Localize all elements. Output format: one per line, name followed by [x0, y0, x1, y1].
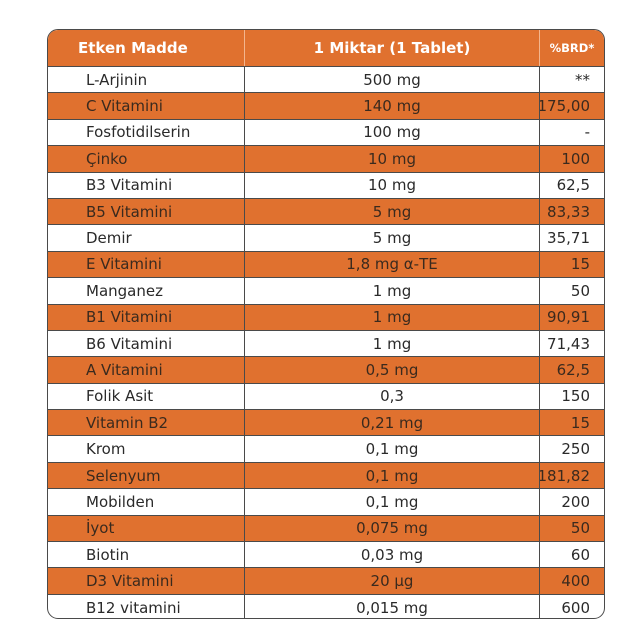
ingredient-cell: Selenyum: [86, 466, 161, 485]
ingredient-cell: Mobilden: [86, 492, 155, 511]
ingredient-cell: Folik Asit: [86, 387, 154, 406]
brd-cell: 400: [539, 568, 604, 594]
table-row: Manganez 1 mg 50: [48, 277, 604, 304]
ingredient-cell: D3 Vitamini: [86, 572, 174, 591]
table-row: Folik Asit 0,3 150: [48, 382, 604, 410]
table-row: B3 Vitamini 10 mg 62,5: [48, 171, 604, 198]
amount-cell: 5 mg: [244, 225, 539, 251]
brd-cell: 100: [539, 146, 604, 172]
table-row: B5 Vitamini 5 mg 83,33: [48, 197, 604, 225]
table-header: Etken Madde 1 Miktar (1 Tablet) %BRD*: [48, 30, 604, 66]
amount-cell: 20 µg: [244, 568, 539, 594]
table-row: B12 vitamini 0,015 mg 600: [48, 593, 604, 618]
header-ingredient: Etken Madde: [78, 39, 188, 57]
brd-cell: 150: [539, 383, 604, 410]
brd-cell: 600: [539, 594, 604, 618]
table-row: C Vitamini 140 mg 175,00: [48, 92, 604, 119]
ingredient-cell: Fosfotidilserin: [86, 123, 191, 142]
brd-cell: 175,00: [539, 93, 604, 119]
ingredient-cell: Vitamin B2: [86, 413, 169, 432]
table-row: Fosfotidilserin 100 mg -: [48, 118, 604, 146]
brd-cell: 50: [539, 515, 604, 542]
brd-cell: **: [539, 67, 604, 93]
table-row: D3 Vitamini 20 µg 400: [48, 567, 604, 594]
header-brd: %BRD*: [539, 30, 604, 66]
amount-cell: 1 mg: [244, 330, 539, 357]
amount-cell: 500 mg: [244, 67, 539, 93]
brd-cell: 15: [539, 410, 604, 436]
amount-cell: 0,015 mg: [244, 594, 539, 618]
amount-cell: 0,03 mg: [244, 542, 539, 568]
table-row: Çinko 10 mg 100: [48, 145, 604, 172]
header-amount: 1 Miktar (1 Tablet): [244, 30, 539, 66]
amount-cell: 0,1 mg: [244, 436, 539, 462]
amount-cell: 100 mg: [244, 119, 539, 146]
ingredient-cell: B3 Vitamini: [86, 176, 173, 195]
brd-cell: 83,33: [539, 198, 604, 225]
brd-cell: 62,5: [539, 357, 604, 383]
brd-cell: 60: [539, 542, 604, 568]
amount-cell: 0,1 mg: [244, 462, 539, 489]
ingredient-cell: İyot: [86, 519, 115, 538]
brd-cell: 35,71: [539, 225, 604, 251]
ingredient-cell: B12 vitamini: [86, 598, 181, 617]
brd-cell: -: [539, 119, 604, 146]
table-row: B6 Vitamini 1 mg 71,43: [48, 329, 604, 357]
brd-cell: 50: [539, 278, 604, 304]
amount-cell: 1,8 mg α-TE: [244, 251, 539, 278]
brd-cell: 15: [539, 251, 604, 278]
table-row: E Vitamini 1,8 mg α-TE 15: [48, 250, 604, 278]
ingredient-cell: Krom: [86, 440, 126, 459]
ingredient-cell: B1 Vitamini: [86, 308, 173, 327]
table-row: L-Arjinin 500 mg **: [48, 66, 604, 93]
table-row: B1 Vitamini 1 mg 90,91: [48, 303, 604, 330]
brd-cell: 200: [539, 489, 604, 515]
amount-cell: 10 mg: [244, 172, 539, 198]
brd-cell: 71,43: [539, 330, 604, 357]
amount-cell: 0,1 mg: [244, 489, 539, 515]
table-row: Vitamin B2 0,21 mg 15: [48, 409, 604, 436]
table-row: Krom 0,1 mg 250: [48, 435, 604, 462]
ingredient-cell: Demir: [86, 229, 132, 248]
ingredient-cell: E Vitamini: [86, 255, 162, 274]
amount-cell: 10 mg: [244, 146, 539, 172]
ingredient-cell: B6 Vitamini: [86, 334, 173, 353]
amount-cell: 0,21 mg: [244, 410, 539, 436]
ingredient-cell: Çinko: [86, 149, 128, 168]
brd-cell: 250: [539, 436, 604, 462]
amount-cell: 140 mg: [244, 93, 539, 119]
table-row: Mobilden 0,1 mg 200: [48, 488, 604, 515]
ingredient-cell: B5 Vitamini: [86, 202, 173, 221]
ingredient-cell: Biotin: [86, 545, 130, 564]
table-row: Demir 5 mg 35,71: [48, 224, 604, 251]
brd-cell: 181,82: [539, 462, 604, 489]
ingredient-cell: L-Arjinin: [86, 70, 148, 89]
amount-cell: 0,5 mg: [244, 357, 539, 383]
nutrition-table: Etken Madde 1 Miktar (1 Tablet) %BRD* L-…: [47, 29, 605, 619]
amount-cell: 1 mg: [244, 278, 539, 304]
brd-cell: 90,91: [539, 304, 604, 330]
amount-cell: 0,075 mg: [244, 515, 539, 542]
table-row: A Vitamini 0,5 mg 62,5: [48, 356, 604, 383]
table-row: Selenyum 0,1 mg 181,82: [48, 461, 604, 489]
amount-cell: 1 mg: [244, 304, 539, 330]
brd-cell: 62,5: [539, 172, 604, 198]
amount-cell: 5 mg: [244, 198, 539, 225]
table-row: Biotin 0,03 mg 60: [48, 541, 604, 568]
ingredient-cell: C Vitamini: [86, 97, 163, 116]
table-row: İyot 0,075 mg 50: [48, 514, 604, 542]
ingredient-cell: Manganez: [86, 281, 163, 300]
amount-cell: 0,3: [244, 383, 539, 410]
ingredient-cell: A Vitamini: [86, 360, 163, 379]
